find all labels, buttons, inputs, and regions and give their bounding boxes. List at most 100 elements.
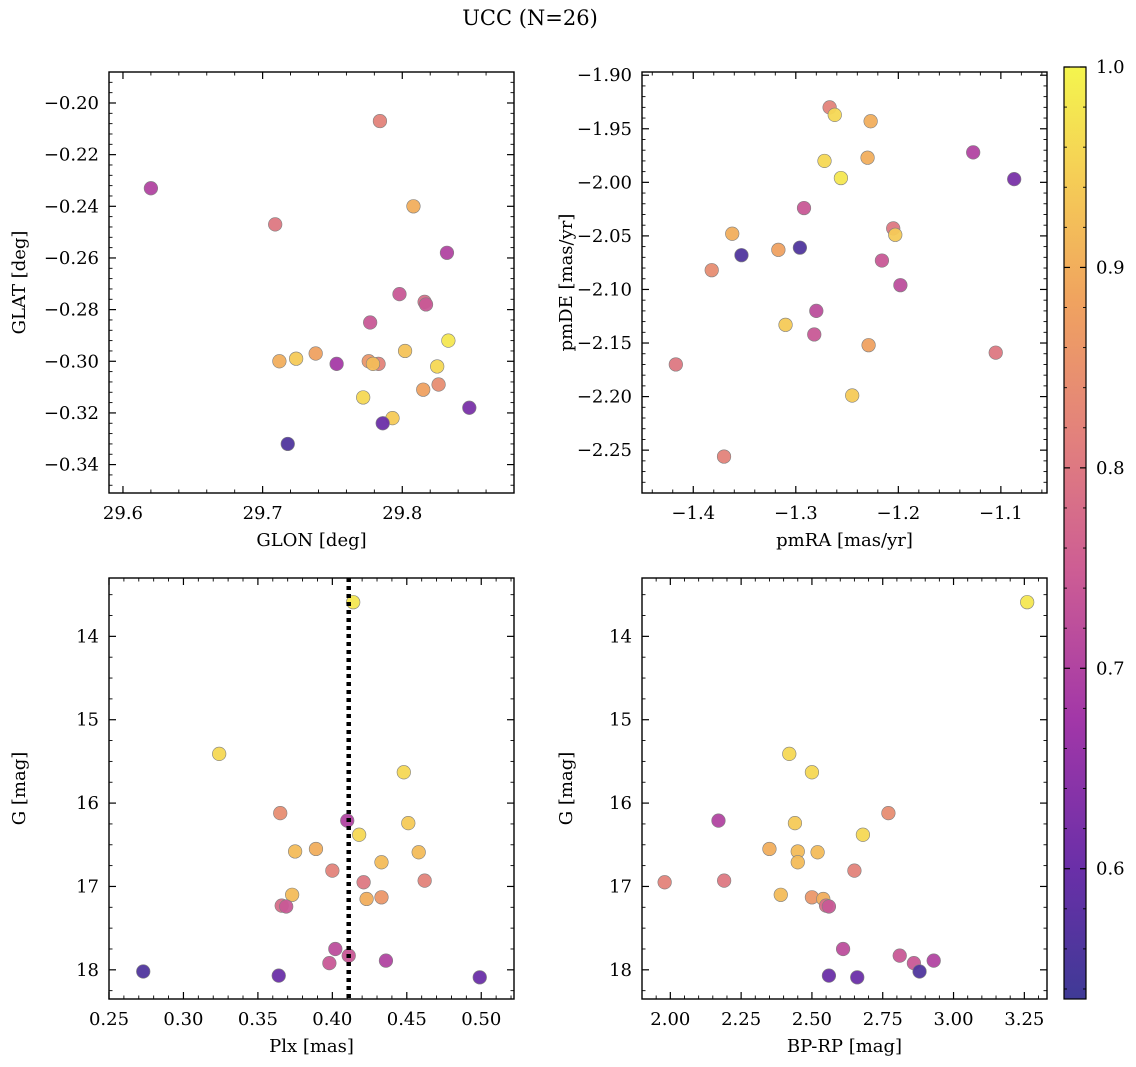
scatter-point (472, 970, 487, 985)
scatter-point (143, 181, 158, 196)
scatter-point (273, 805, 288, 821)
x-tick-label: 2.25 (721, 1009, 761, 1030)
scatter-point (441, 333, 456, 348)
scatter-point (416, 382, 431, 397)
y-tick-label: 17 (609, 876, 632, 897)
scatter-point (329, 356, 344, 371)
y-tick-label: 17 (76, 876, 99, 897)
y-tick-label: −2.20 (577, 387, 632, 408)
scatter-point (804, 765, 820, 780)
scatter-point (308, 346, 323, 361)
scatter-point (912, 964, 927, 979)
panel-bprp-g: 2.00 2.25 2.50 2.75 3.00 3.25 14 15 16 17 18 BP-RP … (556, 577, 1048, 1057)
scatter-point (325, 863, 340, 878)
scatter-point (892, 948, 907, 963)
scatter-point (792, 240, 807, 255)
y-tick-label: 14 (609, 626, 632, 647)
scatter-point (704, 263, 719, 278)
x-tick-label: 3.00 (933, 1009, 973, 1030)
scatter-point (374, 855, 389, 870)
y-tick-label: −2.05 (577, 226, 632, 247)
scatter-point (268, 217, 283, 232)
x-axis-label: pmRA [mas/yr] (776, 530, 913, 551)
scatter-point (810, 845, 825, 860)
y-tick-label: −0.34 (44, 455, 99, 476)
colorbar-tick-label: 0.9 (1096, 257, 1125, 278)
scatter-point (288, 844, 303, 859)
colorbar-gradient (1063, 66, 1087, 1000)
scatter-point (711, 813, 726, 828)
scatter-point (365, 356, 381, 371)
scatter-point (462, 400, 477, 415)
scatter-point (782, 746, 797, 762)
scatter-point (881, 805, 896, 821)
axes-frame (108, 577, 515, 1000)
scatter-point (272, 354, 287, 369)
x-tick-label: 2.50 (792, 1009, 832, 1030)
scatter-point (359, 891, 374, 907)
y-tick-label: 18 (76, 960, 99, 981)
x-tick-label: 0.35 (238, 1009, 278, 1030)
scatter-point (378, 953, 394, 968)
scatter-point (855, 827, 871, 842)
scatter-point (1020, 595, 1035, 610)
scatter-point (807, 327, 822, 342)
y-axis-label: pmDE [mas/yr] (556, 214, 577, 352)
scatter-point (374, 890, 389, 905)
scatter-point (417, 873, 432, 888)
y-tick-label: −0.28 (44, 300, 99, 321)
scatter-point (790, 855, 805, 870)
scatter-point (328, 941, 343, 957)
scatter-point (762, 841, 777, 857)
scatter-point (280, 436, 295, 452)
scatter-point (821, 968, 837, 983)
colorbar-tick-label: 1.0 (1096, 57, 1125, 78)
scatter-point (988, 345, 1003, 360)
colorbar-tick-label: 0.6 (1096, 859, 1125, 880)
axes-frame (641, 577, 1048, 1000)
x-tick-label: 0.40 (312, 1009, 352, 1030)
scatter-point (401, 815, 416, 831)
scatter-point (771, 242, 786, 257)
x-tick-label: −1.1 (979, 503, 1023, 524)
colorbar-tick-label: 0.7 (1096, 658, 1125, 679)
y-tick-label: 16 (76, 793, 99, 814)
x-tick-label: 3.25 (1004, 1009, 1044, 1030)
y-axis-label: G [mag] (556, 752, 577, 825)
scatter-point (926, 953, 941, 968)
scatter-point (396, 765, 411, 780)
scatter-point (356, 390, 371, 405)
x-axis-label: GLON [deg] (256, 530, 366, 551)
scatter-point (308, 841, 324, 857)
scatter-point (431, 377, 446, 392)
y-axis-label: G [mag] (9, 752, 30, 825)
y-tick-label: −2.00 (577, 172, 632, 193)
x-axis-label: BP-RP [mag] (787, 1036, 902, 1057)
y-axis-label: GLAT [deg] (9, 231, 30, 335)
scatter-point (827, 107, 842, 122)
scatter-point (271, 968, 286, 983)
y-tick-label: 18 (609, 960, 632, 981)
scatter-point (787, 815, 803, 831)
scatter-point (439, 245, 455, 260)
scatter-point (136, 964, 151, 979)
colorbar-tick-label: 0.8 (1096, 458, 1125, 479)
scatter-point (847, 863, 862, 878)
y-tick-label: −1.95 (577, 119, 632, 140)
axes-frame (641, 71, 1048, 494)
y-tick-label: 15 (76, 710, 99, 731)
scatter-point (809, 303, 824, 318)
y-tick-label: −1.90 (577, 65, 632, 86)
scatter-point (717, 873, 732, 888)
scatter-point (392, 287, 407, 302)
panel-pmra-pmde: −1.4 −1.3 −1.2 −1.1 −2.25 −2.20 −2.15 −2.10 −2.0… (556, 65, 1048, 551)
scatter-point (668, 357, 683, 372)
x-tick-label: 0.50 (461, 1009, 501, 1030)
scatter-point (860, 150, 875, 165)
scatter-point (397, 343, 413, 359)
colorbar: 0.6 0.7 0.8 0.9 1.0 (1063, 57, 1125, 1000)
x-tick-label: 2.00 (650, 1009, 690, 1030)
scatter-point (821, 899, 837, 914)
scatter-point (874, 253, 890, 268)
y-tick-label: −0.22 (44, 145, 99, 166)
